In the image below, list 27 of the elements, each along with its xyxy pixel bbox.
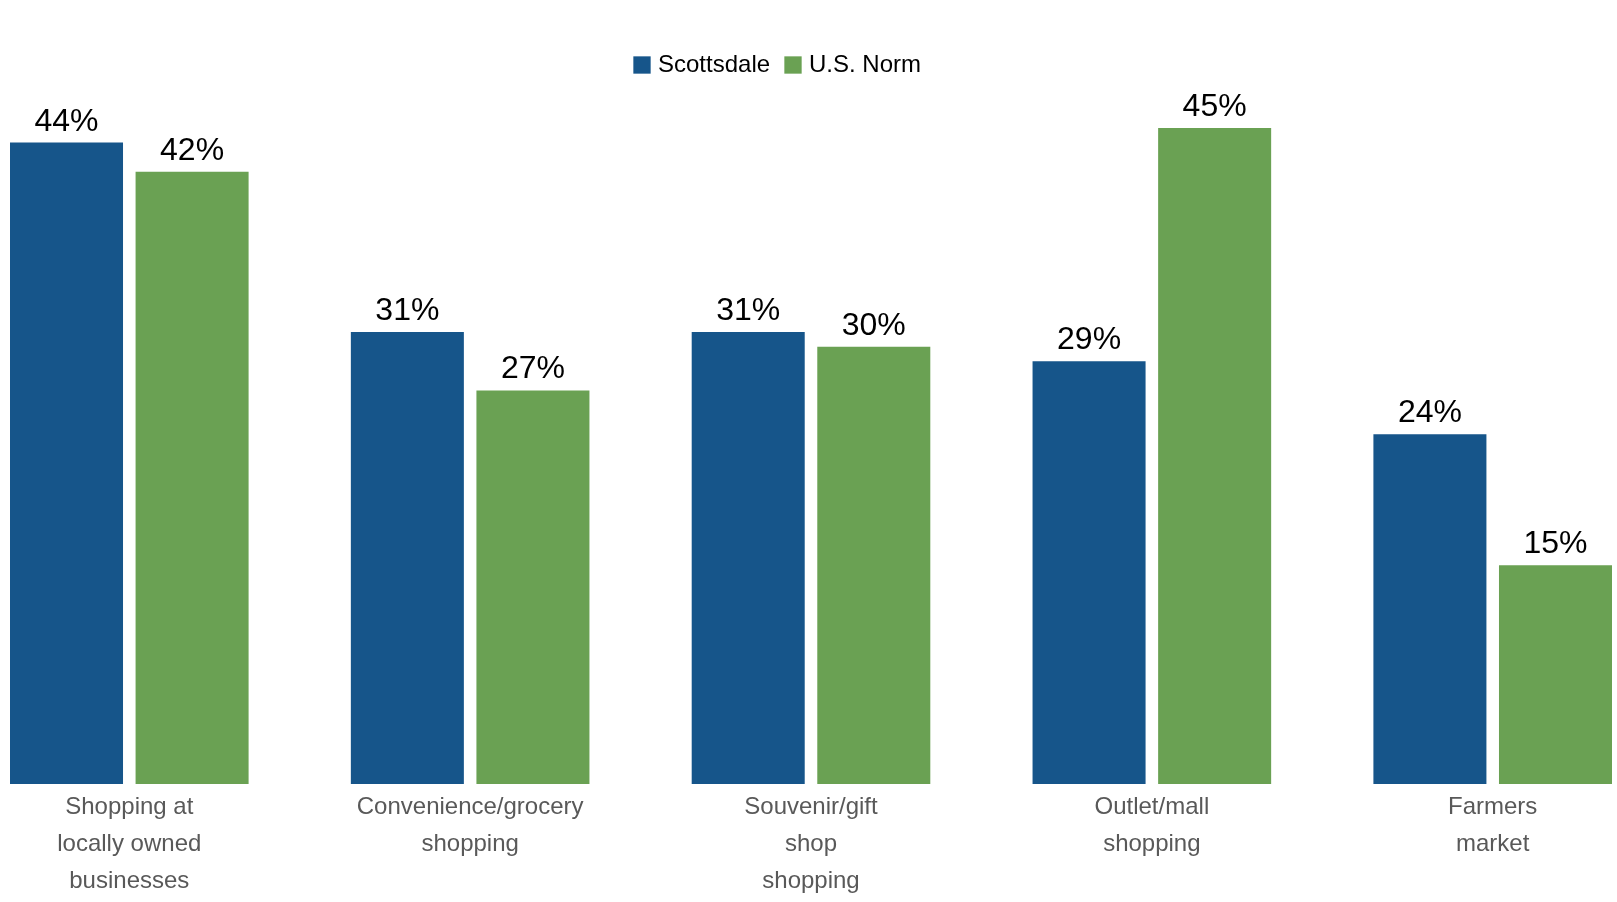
data-label: 15% (1523, 524, 1588, 561)
bar (1158, 128, 1272, 784)
data-label: 30% (841, 305, 906, 342)
bar (350, 332, 464, 784)
x-tick-label: Outlet/mall shopping (1094, 791, 1210, 856)
data-label: 24% (1397, 393, 1462, 430)
data-label: 27% (500, 349, 565, 386)
data-label: 31% (375, 291, 440, 328)
x-tick-label: Shopping at locally owned businesses (57, 791, 202, 893)
bar (1498, 565, 1612, 784)
bar (135, 171, 249, 784)
data-label: 44% (34, 101, 99, 138)
bar (1373, 434, 1487, 784)
bar (476, 390, 590, 784)
x-tick-label: Convenience/grocery shopping (356, 791, 584, 856)
bar (691, 332, 805, 784)
legend-label: U.S. Norm (809, 50, 922, 77)
bar (10, 142, 124, 784)
legend-label: Scottsdale (658, 50, 771, 77)
bar (1032, 361, 1146, 784)
x-tick-label: Farmers market (1448, 791, 1538, 856)
data-label: 29% (1057, 320, 1122, 357)
bar (817, 346, 931, 784)
data-label: 31% (716, 291, 781, 328)
data-label: 45% (1182, 87, 1247, 123)
data-label: 42% (160, 130, 225, 167)
x-tick-label: Souvenir/gift shop shopping (744, 791, 879, 893)
